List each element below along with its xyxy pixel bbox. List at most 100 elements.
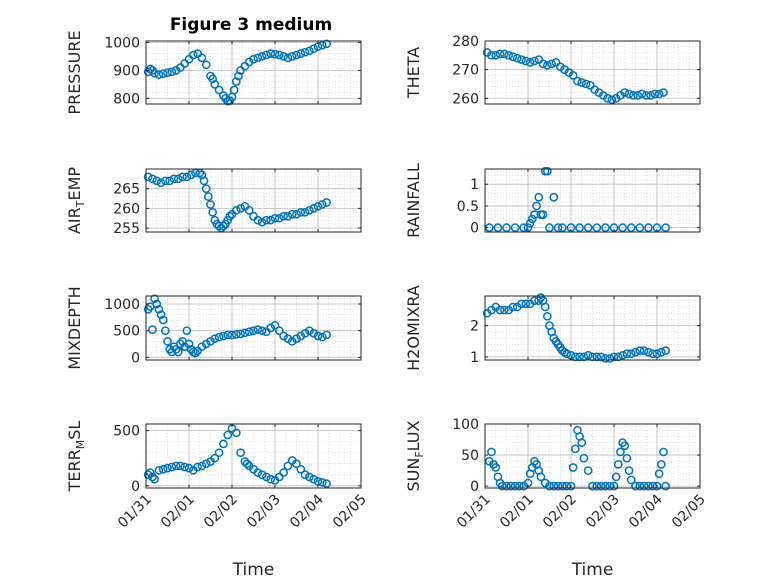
data-point: [305, 46, 314, 56]
data-point: [549, 192, 559, 202]
data-point: [231, 77, 241, 86]
data-point: [208, 74, 217, 84]
y-tick-label: 0: [131, 479, 140, 495]
data-point: [300, 470, 310, 480]
data-point: [143, 172, 153, 182]
data-point: [586, 81, 595, 90]
y-axis-label: SUNFLUX: [404, 420, 426, 491]
data-point: [300, 328, 310, 338]
data-point: [510, 481, 520, 491]
y-tick-label: 255: [113, 221, 140, 237]
data-point: [575, 223, 584, 233]
data-point: [292, 334, 301, 344]
data-point: [219, 439, 228, 449]
y-tick-label: 900: [113, 63, 140, 79]
data-point: [313, 331, 323, 341]
x-tick-label: 02/02: [201, 492, 241, 532]
data-point: [154, 304, 164, 314]
y-tick-label: 260: [113, 201, 140, 217]
data-point: [648, 349, 658, 359]
y-tick-label: 1000: [104, 297, 140, 313]
y-axis-label: RAINFALL: [404, 163, 423, 238]
data-point: [152, 176, 162, 186]
data-point: [156, 178, 166, 188]
data-point: [266, 323, 276, 333]
data-point: [309, 44, 319, 53]
data-point: [201, 339, 211, 349]
data-point: [500, 49, 509, 59]
data-point: [204, 192, 213, 201]
data-point: [231, 205, 241, 215]
data-point: [562, 481, 572, 491]
data-point: [305, 205, 314, 215]
data-point: [635, 346, 645, 355]
x-tick-label: 02/03: [583, 492, 623, 532]
data-point: [568, 71, 578, 80]
data-point: [603, 93, 612, 103]
data-point: [266, 215, 276, 225]
data-point: [646, 91, 655, 100]
data-point: [577, 438, 587, 447]
y-tick-label: 0: [470, 221, 479, 237]
data-point: [570, 444, 580, 454]
x-axis-label: Time: [571, 560, 614, 580]
data-point: [566, 481, 576, 491]
data-point: [283, 334, 293, 344]
data-point: [601, 481, 610, 491]
data-point: [659, 447, 668, 457]
data-point: [199, 176, 209, 186]
data-point: [508, 52, 518, 62]
data-point: [510, 223, 520, 233]
x-tick-label: 02/01: [497, 492, 537, 532]
data-point: [227, 330, 237, 340]
data-point: [287, 336, 297, 346]
y-axis-label: AIRTEMP: [65, 167, 87, 234]
data-point: [274, 326, 284, 336]
x-tick-label: 01/31: [115, 492, 155, 532]
data-point: [601, 354, 610, 363]
data-point: [244, 57, 254, 67]
data-point: [257, 470, 267, 480]
plot-area: [485, 41, 700, 104]
data-point: [508, 302, 518, 312]
data-point: [257, 217, 267, 227]
data-point: [201, 184, 211, 194]
data-point: [596, 481, 606, 491]
data-point: [274, 50, 284, 60]
data-point: [620, 441, 630, 451]
data-point: [242, 459, 252, 469]
data-point: [158, 464, 168, 474]
data-point: [279, 331, 288, 341]
y-axis-label: TERRMSL: [65, 421, 87, 493]
data-point: [534, 55, 544, 64]
data-point: [188, 50, 198, 60]
x-tick-label: 02/05: [669, 492, 709, 532]
data-point: [249, 54, 258, 64]
data-point: [193, 462, 202, 472]
data-point: [283, 53, 293, 63]
data-point: [502, 481, 511, 491]
data-point: [150, 68, 159, 78]
data-point: [292, 459, 301, 469]
data-point: [527, 214, 537, 224]
data-point: [583, 466, 593, 475]
data-point: [158, 315, 168, 325]
data-point: [313, 202, 323, 211]
data-point: [629, 91, 638, 100]
data-point: [262, 50, 271, 60]
data-point: [601, 223, 610, 233]
data-point: [317, 332, 327, 342]
data-point: [317, 478, 327, 487]
axes-box: [484, 423, 701, 489]
data-point: [171, 66, 181, 75]
data-point: [543, 166, 552, 176]
data-point: [648, 481, 658, 491]
x-tick-label: 02/02: [540, 492, 580, 532]
data-point: [169, 174, 179, 184]
data-point: [270, 320, 280, 330]
data-point: [184, 463, 194, 473]
data-point: [322, 39, 331, 49]
data-point: [313, 477, 323, 486]
data-point: [305, 472, 314, 482]
data-point: [240, 457, 250, 466]
